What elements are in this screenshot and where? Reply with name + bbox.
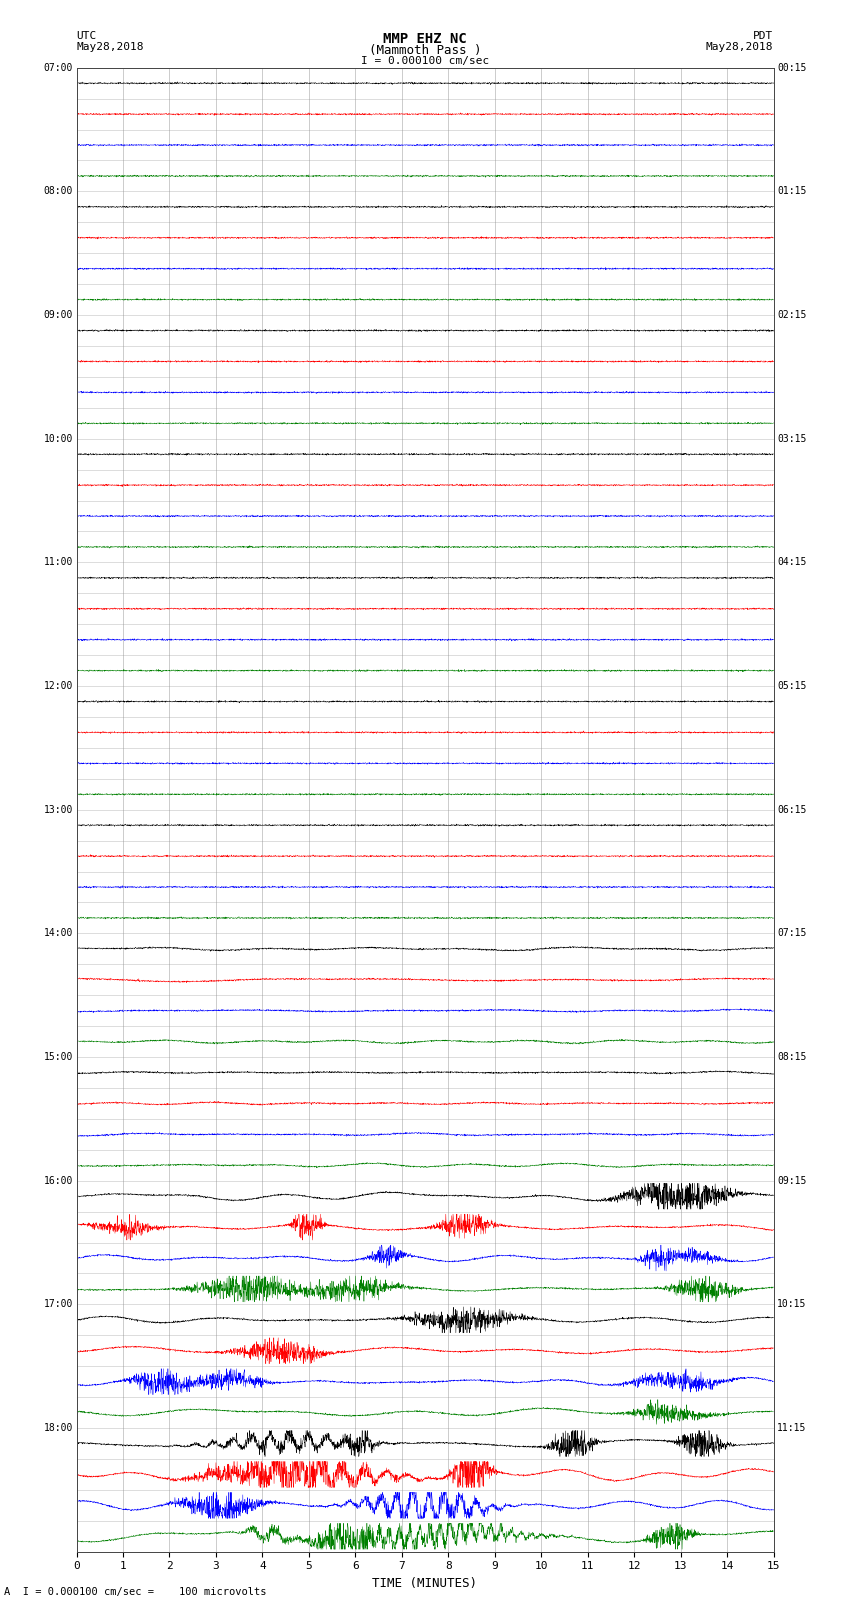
Text: 04:15: 04:15 [777,558,807,568]
Text: 18:00: 18:00 [43,1423,73,1432]
Text: 08:15: 08:15 [777,1052,807,1061]
Text: 09:15: 09:15 [777,1176,807,1186]
Text: 10:00: 10:00 [43,434,73,444]
Text: MMP EHZ NC: MMP EHZ NC [383,32,467,47]
Text: 08:00: 08:00 [43,187,73,197]
Text: 16:00: 16:00 [43,1176,73,1186]
Text: PDT: PDT [753,31,774,40]
Text: (Mammoth Pass ): (Mammoth Pass ) [369,44,481,56]
Text: 11:15: 11:15 [777,1423,807,1432]
X-axis label: TIME (MINUTES): TIME (MINUTES) [372,1578,478,1590]
Text: 17:00: 17:00 [43,1300,73,1310]
Text: 13:00: 13:00 [43,805,73,815]
Text: 01:15: 01:15 [777,187,807,197]
Text: 07:15: 07:15 [777,929,807,939]
Text: 12:00: 12:00 [43,681,73,690]
Text: 06:15: 06:15 [777,805,807,815]
Text: 03:15: 03:15 [777,434,807,444]
Text: A  I = 0.000100 cm/sec =    100 microvolts: A I = 0.000100 cm/sec = 100 microvolts [4,1587,267,1597]
Text: 11:00: 11:00 [43,558,73,568]
Text: UTC: UTC [76,31,97,40]
Text: I = 0.000100 cm/sec: I = 0.000100 cm/sec [361,56,489,66]
Text: 09:00: 09:00 [43,310,73,319]
Text: 02:15: 02:15 [777,310,807,319]
Text: 15:00: 15:00 [43,1052,73,1061]
Text: May28,2018: May28,2018 [76,42,144,52]
Text: 07:00: 07:00 [43,63,73,73]
Text: May28,2018: May28,2018 [706,42,774,52]
Text: 05:15: 05:15 [777,681,807,690]
Text: 00:15: 00:15 [777,63,807,73]
Text: 10:15: 10:15 [777,1300,807,1310]
Text: 14:00: 14:00 [43,929,73,939]
